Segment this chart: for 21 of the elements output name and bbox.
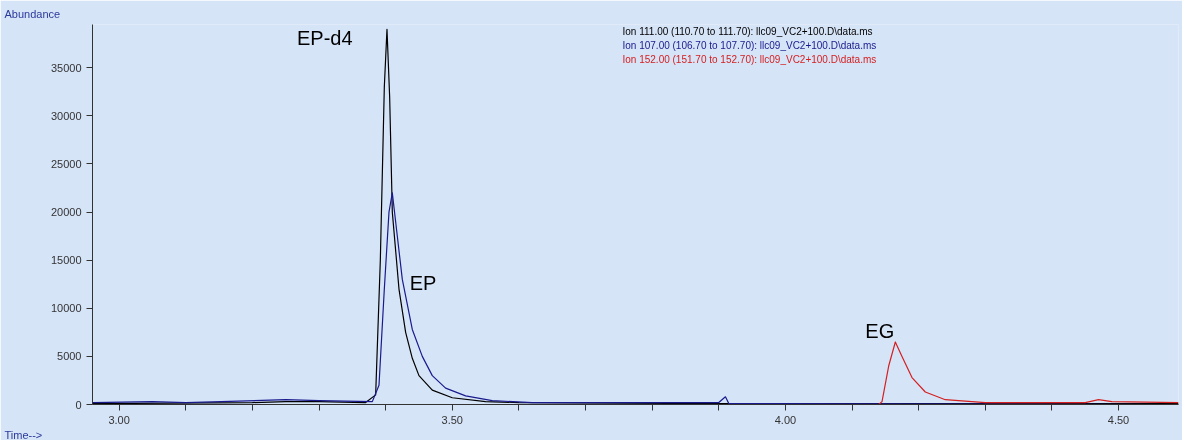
y-tick-label: 10000 xyxy=(50,302,82,315)
y-tick-label: 20000 xyxy=(50,206,82,219)
annotation: EP-d4 xyxy=(296,27,353,50)
x-tick-label: 4.00 xyxy=(774,413,797,426)
y-tick-label: 5000 xyxy=(57,350,82,363)
y-axis-title: Abundance xyxy=(4,7,61,20)
x-axis-title: Time--> xyxy=(4,428,43,440)
x-tick-label: 4.50 xyxy=(1107,413,1130,426)
x-tick-label: 3.00 xyxy=(108,413,130,426)
y-tick-label: 30000 xyxy=(50,109,82,122)
annotation: EG xyxy=(865,319,895,342)
text: Ion 107.00 (106.70 to 107.70): llc09_VC2+100.D\data.ms xyxy=(622,39,877,51)
y-tick-label: 25000 xyxy=(50,157,82,170)
y-tick-label: 35000 xyxy=(50,61,82,74)
y-tick-label: 0 xyxy=(75,398,82,411)
x-tick-label: 3.50 xyxy=(441,413,463,426)
line-series xyxy=(878,341,1179,405)
text: Ion 111.00 (110.70 to 111.70): llc09_VC2+100.D\data.ms xyxy=(622,25,873,37)
text: Ion 152.00 (151.70 to 152.70): llc09_VC2+100.D\data.ms xyxy=(622,53,877,65)
annotation: EP xyxy=(409,272,437,295)
y-tick-label: 15000 xyxy=(50,254,82,267)
